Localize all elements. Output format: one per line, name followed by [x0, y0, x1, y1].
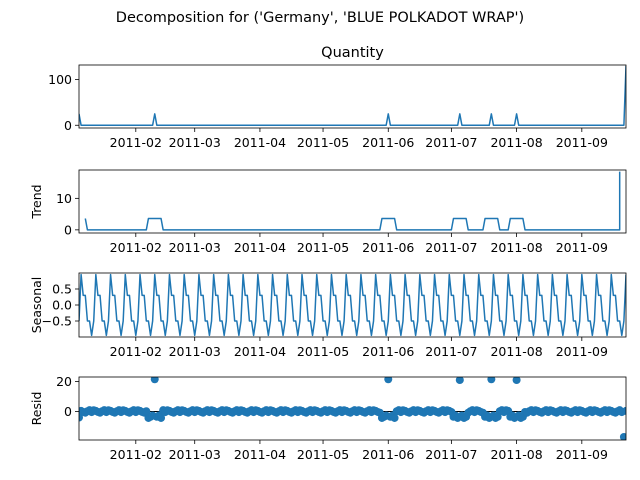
resid-point [384, 377, 393, 384]
y-tick-label: 0 [64, 222, 72, 237]
resid-point [157, 413, 166, 422]
x-tick-label: 2011-09 [556, 135, 608, 150]
x-tick-label: 2011-04 [234, 240, 286, 255]
x-tick-label: 2011-05 [297, 344, 349, 359]
plot-area [79, 377, 626, 440]
x-tick-label: 2011-06 [362, 135, 414, 150]
resid-point [455, 377, 464, 384]
y-tick-label: 10 [56, 191, 72, 206]
x-tick-label: 2011-02 [110, 135, 162, 150]
x-tick-label: 2011-03 [169, 240, 221, 255]
resid-point [390, 413, 399, 422]
axes-frame [78, 169, 627, 234]
x-tick-label: 2011-09 [556, 447, 608, 462]
x-tick-label: 2011-09 [556, 240, 608, 255]
panel-title: Quantity [321, 45, 384, 61]
y-tick-label: 0.5 [52, 282, 72, 297]
resid-point [512, 377, 521, 384]
x-tick-label: 2011-03 [169, 447, 221, 462]
x-tick-label: 2011-02 [110, 240, 162, 255]
x-tick-label: 2011-07 [425, 344, 477, 359]
plot-area [79, 65, 626, 127]
resid-point [622, 406, 626, 415]
x-tick-label: 2011-05 [297, 240, 349, 255]
x-tick-label: 2011-05 [297, 447, 349, 462]
panel-1: Quantity 0 100 2011-02 2011-03 2011-04 2011-05… [48, 45, 627, 150]
x-tick-label: 2011-07 [425, 135, 477, 150]
x-tick-label: 2011-08 [490, 447, 542, 462]
resid-point [487, 377, 496, 384]
x-tick-label: 2011-08 [490, 344, 542, 359]
panel-3: Seasonal−0.50.00.5 2011-02 2011-03 2011-04 2… [29, 272, 627, 359]
resid-point [142, 407, 151, 416]
panel-2: Trend 0 10 2011-02 2011-03 2011-04 2011-05 2011… [29, 169, 627, 255]
axes-frame [78, 272, 627, 338]
x-tick-label: 2011-06 [362, 447, 414, 462]
y-tick-label: 0.0 [52, 298, 72, 313]
x-tick-label: 2011-08 [490, 135, 542, 150]
y-axis-label: Trend [29, 184, 44, 219]
y-tick-label: −0.5 [42, 314, 72, 329]
x-tick-label: 2011-04 [234, 344, 286, 359]
resid-point [150, 377, 159, 384]
x-tick-label: 2011-05 [297, 135, 349, 150]
x-tick-label: 2011-09 [556, 344, 608, 359]
figure-suptitle: Decomposition for ('Germany', 'BLUE POLK… [116, 10, 524, 26]
y-tick-label: 0 [64, 118, 72, 133]
axes-frame [78, 64, 627, 129]
x-tick-label: 2011-04 [234, 135, 286, 150]
panel-4: Resid 0 20 2011-02 2011-03 2011-04 2011-05 2011… [29, 374, 627, 462]
x-tick-label: 2011-03 [169, 344, 221, 359]
x-tick-label: 2011-07 [425, 447, 477, 462]
y-axis-label: Resid [29, 392, 44, 426]
y-tick-label: 0 [64, 404, 72, 419]
x-tick-label: 2011-07 [425, 240, 477, 255]
series-line [79, 65, 626, 127]
x-tick-label: 2011-06 [362, 344, 414, 359]
plot-area [84, 171, 621, 231]
x-tick-label: 2011-02 [110, 344, 162, 359]
y-tick-label: 20 [56, 374, 72, 389]
x-tick-label: 2011-08 [490, 240, 542, 255]
resid-point [619, 433, 626, 440]
x-tick-label: 2011-04 [234, 447, 286, 462]
series-line [79, 273, 626, 337]
x-tick-label: 2011-06 [362, 240, 414, 255]
y-tick-label: 100 [48, 72, 72, 87]
series-line [84, 171, 621, 231]
axes-frame [78, 376, 627, 441]
x-tick-label: 2011-02 [110, 447, 162, 462]
plot-area [79, 273, 626, 337]
x-tick-label: 2011-03 [169, 135, 221, 150]
y-axis-label: Seasonal [29, 277, 44, 334]
